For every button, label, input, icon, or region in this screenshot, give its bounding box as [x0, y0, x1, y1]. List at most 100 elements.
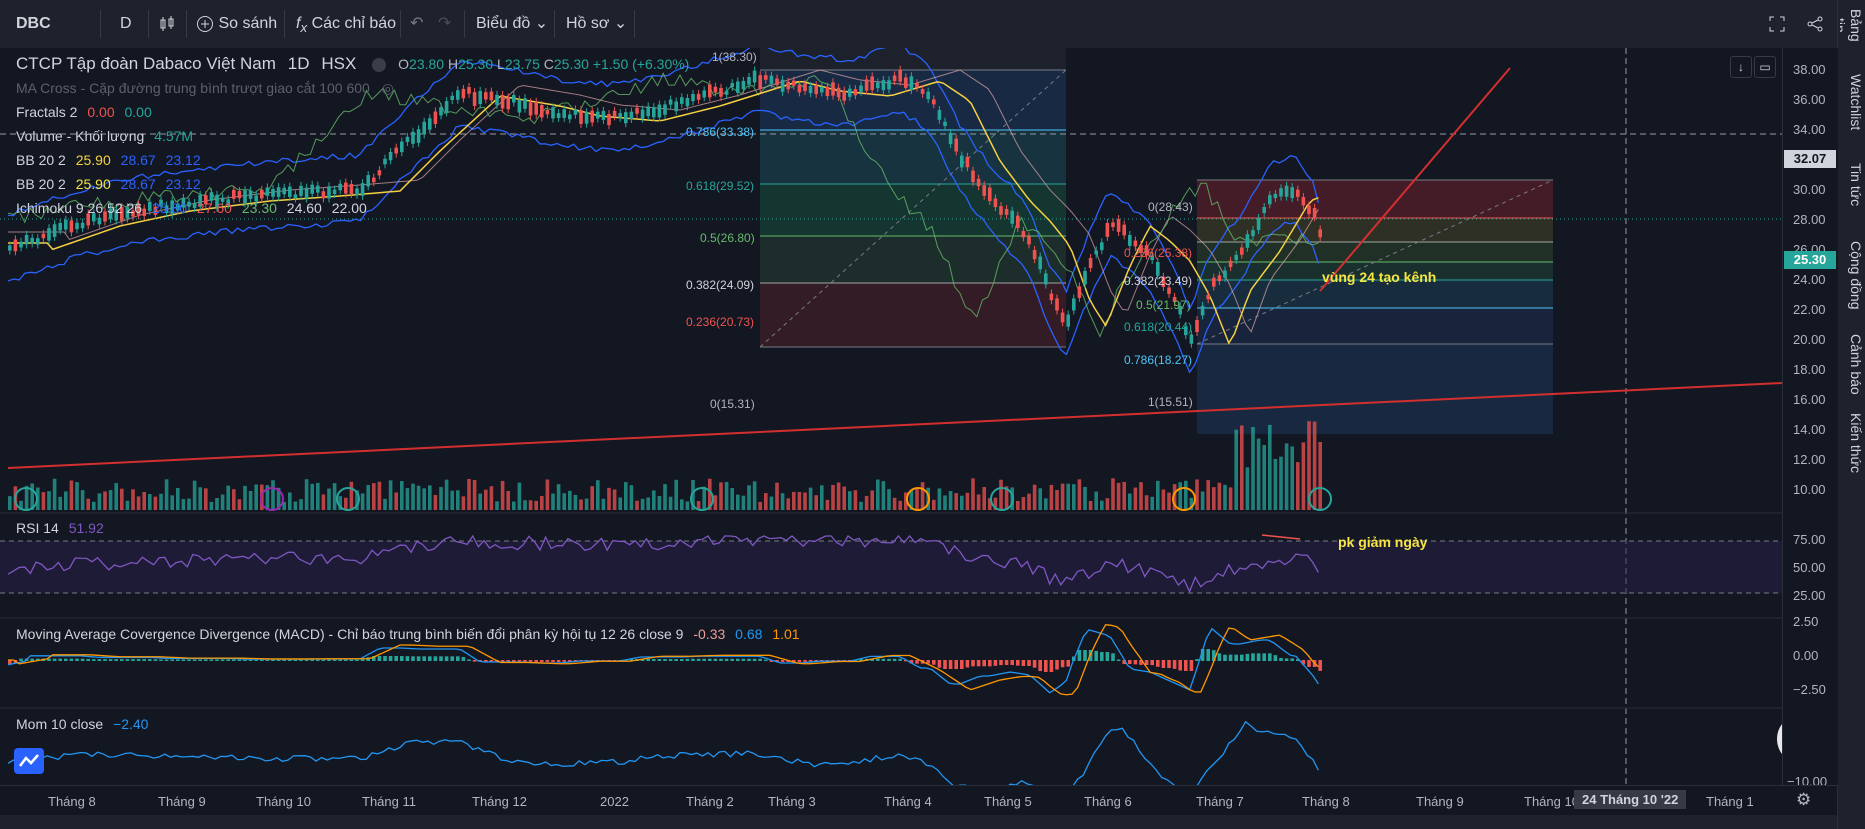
compare-button[interactable]: So sánh — [196, 10, 277, 38]
volume-bar — [1032, 484, 1037, 510]
macd-histogram-bar — [1167, 660, 1171, 668]
macd-histogram-bar — [876, 658, 880, 661]
macd-histogram-bar — [450, 656, 454, 661]
fib-left-level-0618: 0.618(29.52) — [686, 179, 755, 193]
macd-histogram-bar — [332, 659, 337, 661]
sidebar-tab-learning[interactable]: Kiến thức — [1848, 413, 1864, 473]
volume-bar — [993, 497, 998, 510]
fib-retracement-right[interactable] — [1196, 179, 1554, 434]
macd-histogram-bar — [388, 656, 393, 661]
legend-mom[interactable]: Mom 10 close −2.40 — [16, 716, 148, 732]
macd-histogram-bar — [243, 659, 247, 661]
redo-button[interactable]: ↷ — [438, 10, 451, 38]
ichimoku-label: Ichimoku 9 26 52 26 — [16, 200, 143, 216]
ohlc-close: 25.30 — [553, 56, 589, 72]
macd-histogram-bar — [1083, 650, 1087, 661]
volume-bar — [534, 500, 538, 510]
tradingview-logo[interactable] — [14, 748, 44, 774]
volume-bar — [1156, 480, 1160, 510]
volume-bar — [551, 493, 555, 510]
volume-bar — [668, 496, 673, 510]
macd-histogram-bar — [629, 659, 634, 661]
fullscreen-button[interactable] — [1768, 10, 1786, 38]
trendline-support[interactable] — [7, 382, 1782, 469]
chart-type-button[interactable] — [158, 10, 176, 38]
macd-histogram-bar — [724, 658, 729, 661]
macd-histogram-bar — [1301, 660, 1306, 665]
legend-fractals[interactable]: Fractals 2 0.00 0.00 — [16, 104, 152, 120]
macd-histogram-bar — [192, 659, 197, 661]
volume-bar — [1100, 500, 1104, 510]
indicators-button[interactable]: fx Các chỉ báo — [296, 10, 396, 38]
volume-bar — [1290, 446, 1294, 510]
macd-histogram-bar — [965, 660, 970, 668]
macd-histogram-bar — [209, 659, 214, 661]
chart-settings-gear-icon[interactable]: ⚙ — [1796, 790, 1812, 809]
macd-histogram-bar — [36, 658, 40, 661]
macd-histogram-bar — [1256, 653, 1261, 661]
macd-histogram-bar — [338, 659, 342, 661]
volume-bar — [495, 501, 499, 510]
legend-toggle-icon[interactable] — [372, 58, 387, 73]
trendline-breakout[interactable] — [1319, 67, 1511, 292]
scroll-down-button[interactable]: ↓ — [1730, 56, 1752, 78]
price-axis[interactable]: 38.00 36.00 34.00 30.00 28.00 26.00 24.0… — [1782, 48, 1838, 789]
volume-bar — [8, 496, 12, 510]
sidebar-tab-community[interactable]: Cộng đồng — [1848, 240, 1864, 310]
volume-bar — [528, 500, 533, 510]
chart-area[interactable]: CTCP Tập đoàn Dabaco Việt Nam 1D HSX O23… — [0, 48, 1827, 785]
sidebar-tab-watchlist[interactable]: Watchlist — [1848, 73, 1864, 131]
fib-right-level-05: 0.5(21.97) — [1136, 298, 1191, 312]
mom-value: −2.40 — [113, 716, 149, 732]
macd-histogram-bar — [691, 658, 695, 661]
sidebar-tab-news[interactable]: Tin tức — [1848, 163, 1864, 207]
channel-annotation[interactable]: vùng 24 tạo kênh — [1322, 269, 1437, 285]
volume-bar — [232, 489, 236, 510]
volume-label: Volume - Khối lượng — [16, 128, 145, 144]
macd-histogram-bar — [1016, 660, 1020, 666]
macd-histogram-bar — [887, 658, 891, 661]
volume-bar — [909, 490, 914, 510]
sidebar-tab-alerts[interactable]: Cảnh báo — [1848, 333, 1864, 395]
profile-button[interactable]: Hồ sơ ⌄ — [566, 10, 627, 38]
legend-ma-cross[interactable]: MA Cross - Cặp đường trung bình trượt gi… — [16, 80, 394, 97]
volume-bar — [1245, 467, 1250, 510]
price-tick: 38.00 — [1793, 62, 1826, 77]
macd-histogram-bar — [1307, 660, 1311, 667]
hidden-eye-icon[interactable]: ◎ — [381, 80, 394, 96]
volume-bar — [120, 488, 124, 510]
maximize-pane-button[interactable]: ▭ — [1754, 56, 1776, 78]
legend-rsi[interactable]: RSI 14 51.92 — [16, 520, 104, 536]
macd-histogram-bar — [528, 660, 533, 662]
rsi-value: 51.92 — [68, 520, 104, 536]
macd-histogram-bar — [943, 660, 947, 669]
layout-button[interactable]: Biểu đồ ⌄ — [476, 10, 548, 38]
legend-bb-2[interactable]: BB 20 2 25.90 28.67 23.12 — [16, 176, 201, 192]
legend-volume[interactable]: Volume - Khối lượng 4.57M — [16, 128, 193, 144]
legend-ichimoku[interactable]: Ichimoku 9 26 52 26 25.80 27.60 23.30 24… — [16, 200, 367, 216]
macd-histogram-bar — [265, 659, 270, 661]
legend-bb-1[interactable]: BB 20 2 25.90 28.67 23.12 — [16, 152, 201, 168]
time-axis[interactable]: Tháng 8 Tháng 9 Tháng 10 Tháng 11 Tháng … — [0, 785, 1837, 816]
macd-tick: −2.50 — [1793, 682, 1826, 697]
rsi-annotation[interactable]: pk giảm ngày — [1338, 534, 1428, 550]
volume-bar — [405, 488, 410, 510]
macd-histogram-bar — [383, 656, 387, 661]
candles-icon — [160, 15, 174, 31]
macd-histogram-bar — [1268, 653, 1272, 661]
symbol-search[interactable]: DBC — [16, 15, 51, 32]
legend-macd[interactable]: Moving Average Covergence Divergence (MA… — [16, 626, 800, 642]
volume-bar — [355, 490, 359, 510]
rsi-divergence-line[interactable] — [1261, 534, 1301, 540]
volume-bar — [372, 483, 376, 510]
volume-bar — [472, 480, 477, 510]
chart-canvas[interactable] — [0, 48, 1782, 785]
interval-button[interactable]: D — [120, 15, 132, 32]
share-button[interactable] — [1806, 10, 1824, 38]
volume-bar — [932, 499, 936, 510]
undo-button[interactable]: ↶ — [410, 10, 423, 38]
sidebar-tab-news-feed[interactable]: Bảng tin — [1840, 8, 1864, 42]
bb1-upper: 28.67 — [120, 152, 156, 168]
volume-bar — [1016, 500, 1020, 510]
macd-histogram-bar — [556, 660, 561, 662]
